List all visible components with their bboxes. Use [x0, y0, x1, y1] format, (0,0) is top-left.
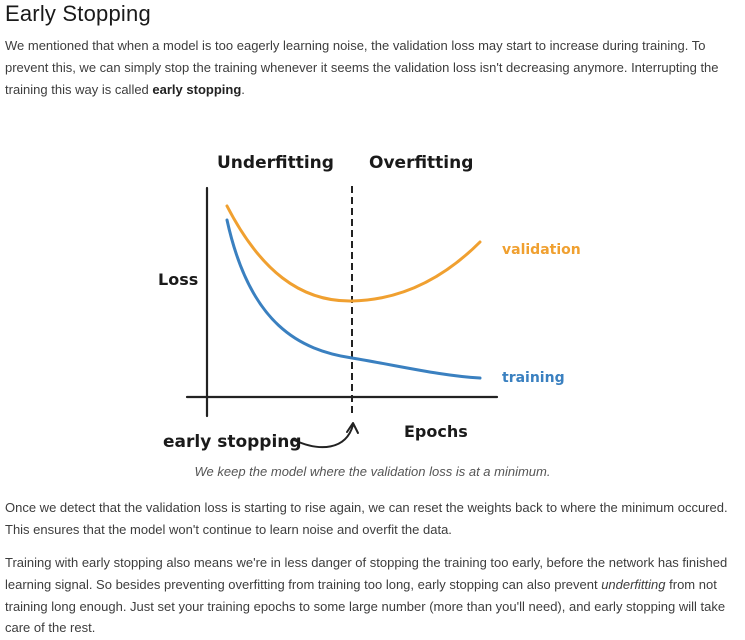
- training-label: training: [502, 370, 565, 386]
- early-stopping-arrow: [293, 424, 354, 448]
- early-stopping-figure: Underfitting Overfitting Loss Epochs ear…: [150, 140, 590, 460]
- underfitting-paragraph: Training with early stopping also means …: [5, 552, 740, 639]
- overfitting-label: Overfitting: [369, 153, 473, 173]
- intro-paragraph: We mentioned that when a model is too ea…: [5, 35, 740, 100]
- intro-text: We mentioned that when a model is too ea…: [5, 38, 719, 97]
- validation-curve: [225, 204, 482, 303]
- p3-text-before: Training with early stopping also means …: [5, 555, 728, 592]
- training-curve: [225, 218, 482, 380]
- underfitting-label: Underfitting: [217, 153, 334, 173]
- epochs-label: Epochs: [404, 422, 468, 441]
- underfitting-term: underfitting: [601, 576, 666, 592]
- arrow-head: [346, 422, 359, 434]
- early-stopping-label: early stopping: [163, 432, 302, 452]
- loss-diagram: Underfitting Overfitting Loss Epochs ear…: [158, 153, 581, 452]
- intro-period: .: [241, 81, 245, 97]
- detect-paragraph: Once we detect that the validation loss …: [5, 500, 728, 537]
- loss-label: Loss: [158, 270, 198, 289]
- figure-caption: We keep the model where the validation l…: [194, 464, 551, 479]
- validation-label: validation: [502, 242, 581, 258]
- early-stopping-term: early stopping: [152, 81, 242, 97]
- section-title: Early Stopping: [5, 1, 151, 26]
- p3-text-after: from not training long enough. Just set …: [5, 576, 726, 636]
